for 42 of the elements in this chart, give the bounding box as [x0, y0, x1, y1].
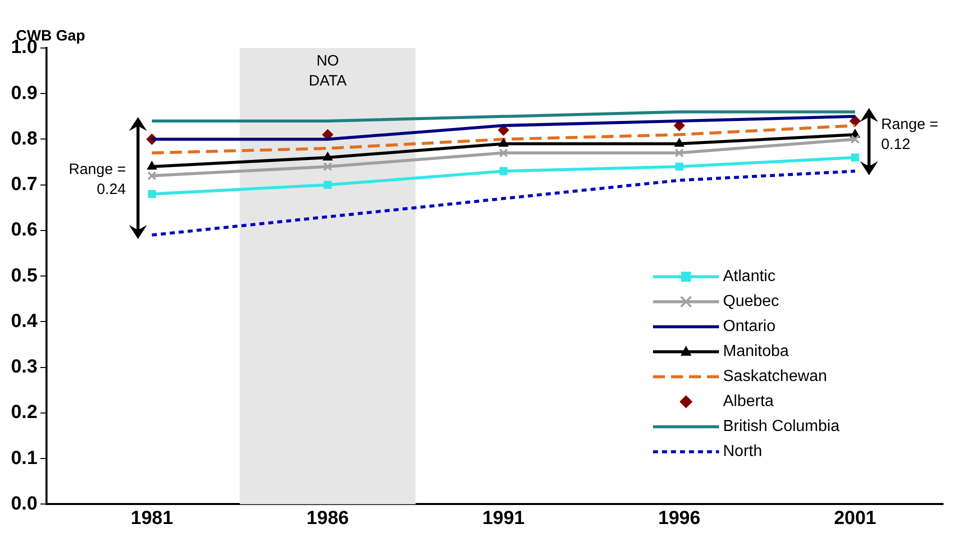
- point: [147, 161, 157, 170]
- x-tick-label: 1986: [306, 508, 349, 529]
- annotation: Range = 0.12: [881, 114, 940, 155]
- point: [324, 180, 332, 189]
- x-tick-label: 1991: [482, 508, 526, 529]
- point: [675, 162, 684, 171]
- point: [851, 153, 860, 162]
- point: [850, 134, 860, 144]
- x-tick-label: 2001: [834, 508, 877, 529]
- y-tick-label: 0.5: [10, 265, 38, 286]
- legend-label: Atlantic: [723, 268, 776, 286]
- y-tick-label: 0.9: [10, 82, 38, 104]
- y-tick-label: 0.2: [10, 402, 38, 424]
- y-tick-label: 0.3: [10, 356, 38, 378]
- point: [674, 148, 684, 158]
- point: [498, 138, 508, 147]
- x-tick-label: 1996: [658, 508, 700, 529]
- point: [850, 115, 861, 126]
- point: [148, 190, 156, 198]
- x-tick-label: 1981: [130, 508, 174, 529]
- point: [674, 138, 684, 147]
- y-tick-label: 0.6: [10, 220, 38, 241]
- legend-label: Alberta: [723, 393, 774, 410]
- point: [147, 171, 156, 180]
- point: [323, 162, 332, 172]
- y-tick-label: 0.0: [10, 493, 38, 514]
- point: [322, 152, 333, 160]
- legend-label: Saskatchewan: [723, 368, 828, 386]
- y-tick-label: 0.4: [10, 310, 38, 332]
- line-series: [150, 170, 857, 237]
- y-tick-label: 0.1: [10, 448, 38, 469]
- band-label: NO DATA: [308, 52, 347, 90]
- annotation: Range = 0.24: [68, 160, 126, 200]
- y-tick-label: 0.8: [10, 128, 38, 150]
- point: [498, 148, 508, 158]
- point: [499, 167, 508, 176]
- legend-label: Quebec: [723, 293, 780, 310]
- legend-label: North: [723, 443, 762, 460]
- legend-label: British Columbia: [723, 418, 840, 436]
- legend-label: Ontario: [723, 318, 776, 336]
- legend-label: Manitoba: [723, 343, 789, 360]
- y-tick-label: 0.7: [10, 174, 38, 196]
